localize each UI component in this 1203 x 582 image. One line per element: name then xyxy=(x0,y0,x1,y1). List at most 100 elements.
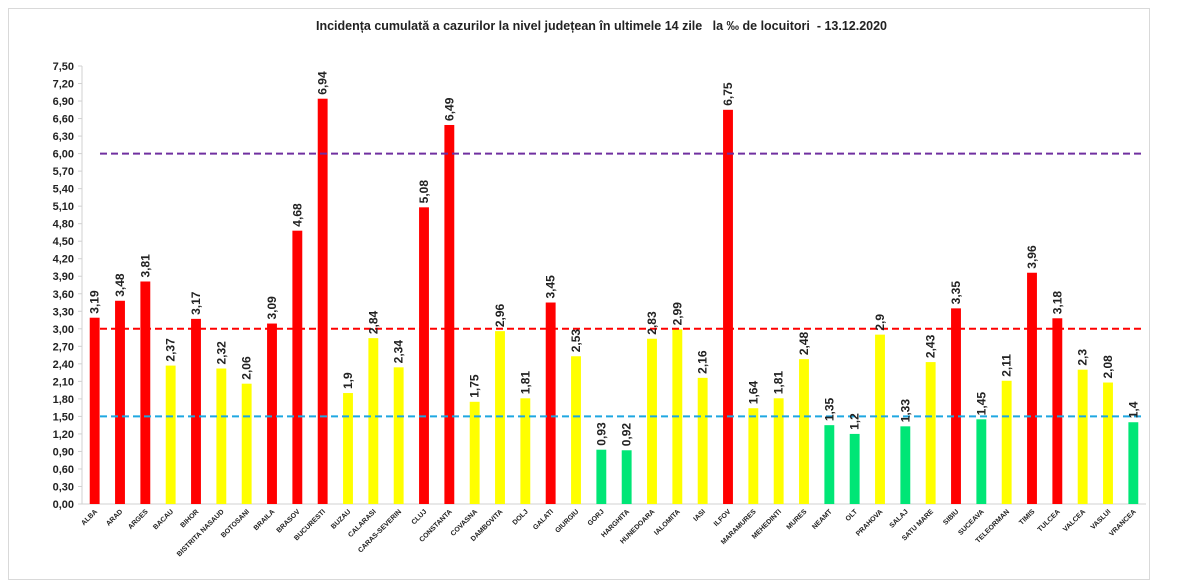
data-label: 1,9 xyxy=(341,372,355,389)
bar xyxy=(824,425,835,504)
bar xyxy=(900,426,911,504)
data-label: 3,81 xyxy=(138,254,152,278)
data-label: 2,48 xyxy=(797,331,811,355)
data-label: 4,68 xyxy=(290,203,304,227)
data-label: 2,9 xyxy=(873,314,887,331)
y-tick-label: 6,00 xyxy=(53,149,74,161)
data-label: 1,35 xyxy=(822,397,836,421)
y-tick-label: 1,20 xyxy=(53,429,74,441)
data-label: 2,43 xyxy=(924,334,938,358)
data-label: 2,84 xyxy=(366,310,380,334)
x-tick-label: BIHOR xyxy=(180,508,201,529)
bar xyxy=(89,317,100,504)
y-tick-label: 5,40 xyxy=(53,184,74,196)
data-label: 6,94 xyxy=(316,71,330,95)
x-tick-label: ARAD xyxy=(105,508,124,527)
x-tick-label: CLUJ xyxy=(411,508,429,526)
bar xyxy=(267,323,277,504)
bars xyxy=(89,98,1139,505)
bar xyxy=(875,334,885,504)
x-tick-label: ILFOV xyxy=(713,508,733,528)
x-tick-label: BUZAU xyxy=(330,508,352,530)
bar xyxy=(925,362,936,504)
y-tick-label: 3,00 xyxy=(53,324,74,336)
bar xyxy=(1052,318,1063,504)
x-tick-label: BRAILA xyxy=(253,508,277,532)
y-tick-label: 3,30 xyxy=(53,306,74,318)
x-tick-label: DOLJ xyxy=(512,508,530,526)
y-tick-label: 6,30 xyxy=(53,131,74,143)
data-label: 2,32 xyxy=(214,341,228,365)
bar xyxy=(165,365,176,504)
x-tick-label: BRASOV xyxy=(276,508,302,534)
bar xyxy=(849,433,860,504)
y-tick-label: 5,70 xyxy=(53,166,74,178)
bar xyxy=(951,308,961,504)
reference-lines xyxy=(100,152,1144,418)
data-label: 3,18 xyxy=(1050,291,1064,315)
bar xyxy=(799,359,809,504)
y-tick-label: 1,80 xyxy=(53,394,74,406)
y-tick-label: 3,60 xyxy=(53,289,74,301)
bar xyxy=(976,419,987,504)
x-tick-label: BISTRITA NASAUD xyxy=(176,508,226,558)
y-tick-label: 6,60 xyxy=(53,114,74,126)
data-label: 2,34 xyxy=(392,340,406,364)
x-tick-label: MURES xyxy=(786,508,809,531)
data-label: 1,2 xyxy=(848,413,862,430)
bar xyxy=(571,356,581,504)
data-label: 0,93 xyxy=(594,422,608,446)
y-tick-label: 0,00 xyxy=(53,499,74,511)
data-label: 0,92 xyxy=(620,423,634,447)
data-label: 3,17 xyxy=(189,291,203,315)
data-label: 2,11 xyxy=(1000,354,1014,377)
y-tick-label: 4,80 xyxy=(53,219,74,231)
data-label: 1,81 xyxy=(772,371,786,395)
data-label: 2,53 xyxy=(569,329,583,353)
bar xyxy=(292,230,303,505)
data-label: 1,33 xyxy=(898,399,912,423)
y-tick-label: 0,90 xyxy=(53,446,74,458)
y-tick-label: 7,20 xyxy=(53,79,74,91)
data-label: 3,35 xyxy=(949,281,963,305)
x-tick-label: PRAHOVA xyxy=(855,508,884,537)
bar xyxy=(444,124,455,504)
y-tick-label: 2,10 xyxy=(53,376,74,388)
data-label: 1,75 xyxy=(468,374,482,398)
x-tick-label: VALCEA xyxy=(1062,508,1087,533)
y-tick-label: 7,50 xyxy=(53,61,74,73)
chart-title: Incidența cumulată a cazurilor la nivel … xyxy=(315,19,888,33)
data-label: 6,75 xyxy=(721,82,735,106)
x-tick-label: GALATI xyxy=(532,508,555,531)
data-label: 2,06 xyxy=(240,356,254,380)
bar xyxy=(1027,272,1037,504)
data-label: 1,64 xyxy=(746,381,760,405)
data-labels: 3,19 3,48 3,81 2,37 3,17 2,32 2,06 3,09 4,68 6,94… xyxy=(88,71,1141,446)
data-label: 1,45 xyxy=(974,392,988,416)
x-tick-label: VRANCEA xyxy=(1108,508,1137,537)
data-label: 2,3 xyxy=(1076,349,1090,366)
bar xyxy=(140,281,151,504)
bar xyxy=(343,393,353,504)
x-tick-label: OLT xyxy=(845,508,860,523)
bar xyxy=(317,98,328,504)
bar xyxy=(520,398,531,504)
x-tick-label: NEAMT xyxy=(811,508,834,531)
bar xyxy=(368,338,379,504)
data-label: 2,37 xyxy=(164,338,178,362)
x-tick-label: ARGES xyxy=(127,508,150,531)
bar xyxy=(393,367,404,504)
x-tick-label: GIURGIU xyxy=(554,508,580,534)
bar xyxy=(697,377,708,504)
bar xyxy=(596,449,607,504)
data-label: 3,45 xyxy=(544,275,558,299)
bar xyxy=(1077,369,1088,504)
data-label: 6,49 xyxy=(442,97,456,121)
x-tick-label: CARAS-SEVERIN xyxy=(357,508,403,554)
y-tick-label: 6,90 xyxy=(53,96,74,108)
y-tick-label: 5,10 xyxy=(53,201,74,213)
y-axis: 0,00 0,30 0,60 0,90 1,20 1,50 1,80 2,10 2,40 2,70… xyxy=(53,61,83,511)
bar xyxy=(1001,380,1012,504)
